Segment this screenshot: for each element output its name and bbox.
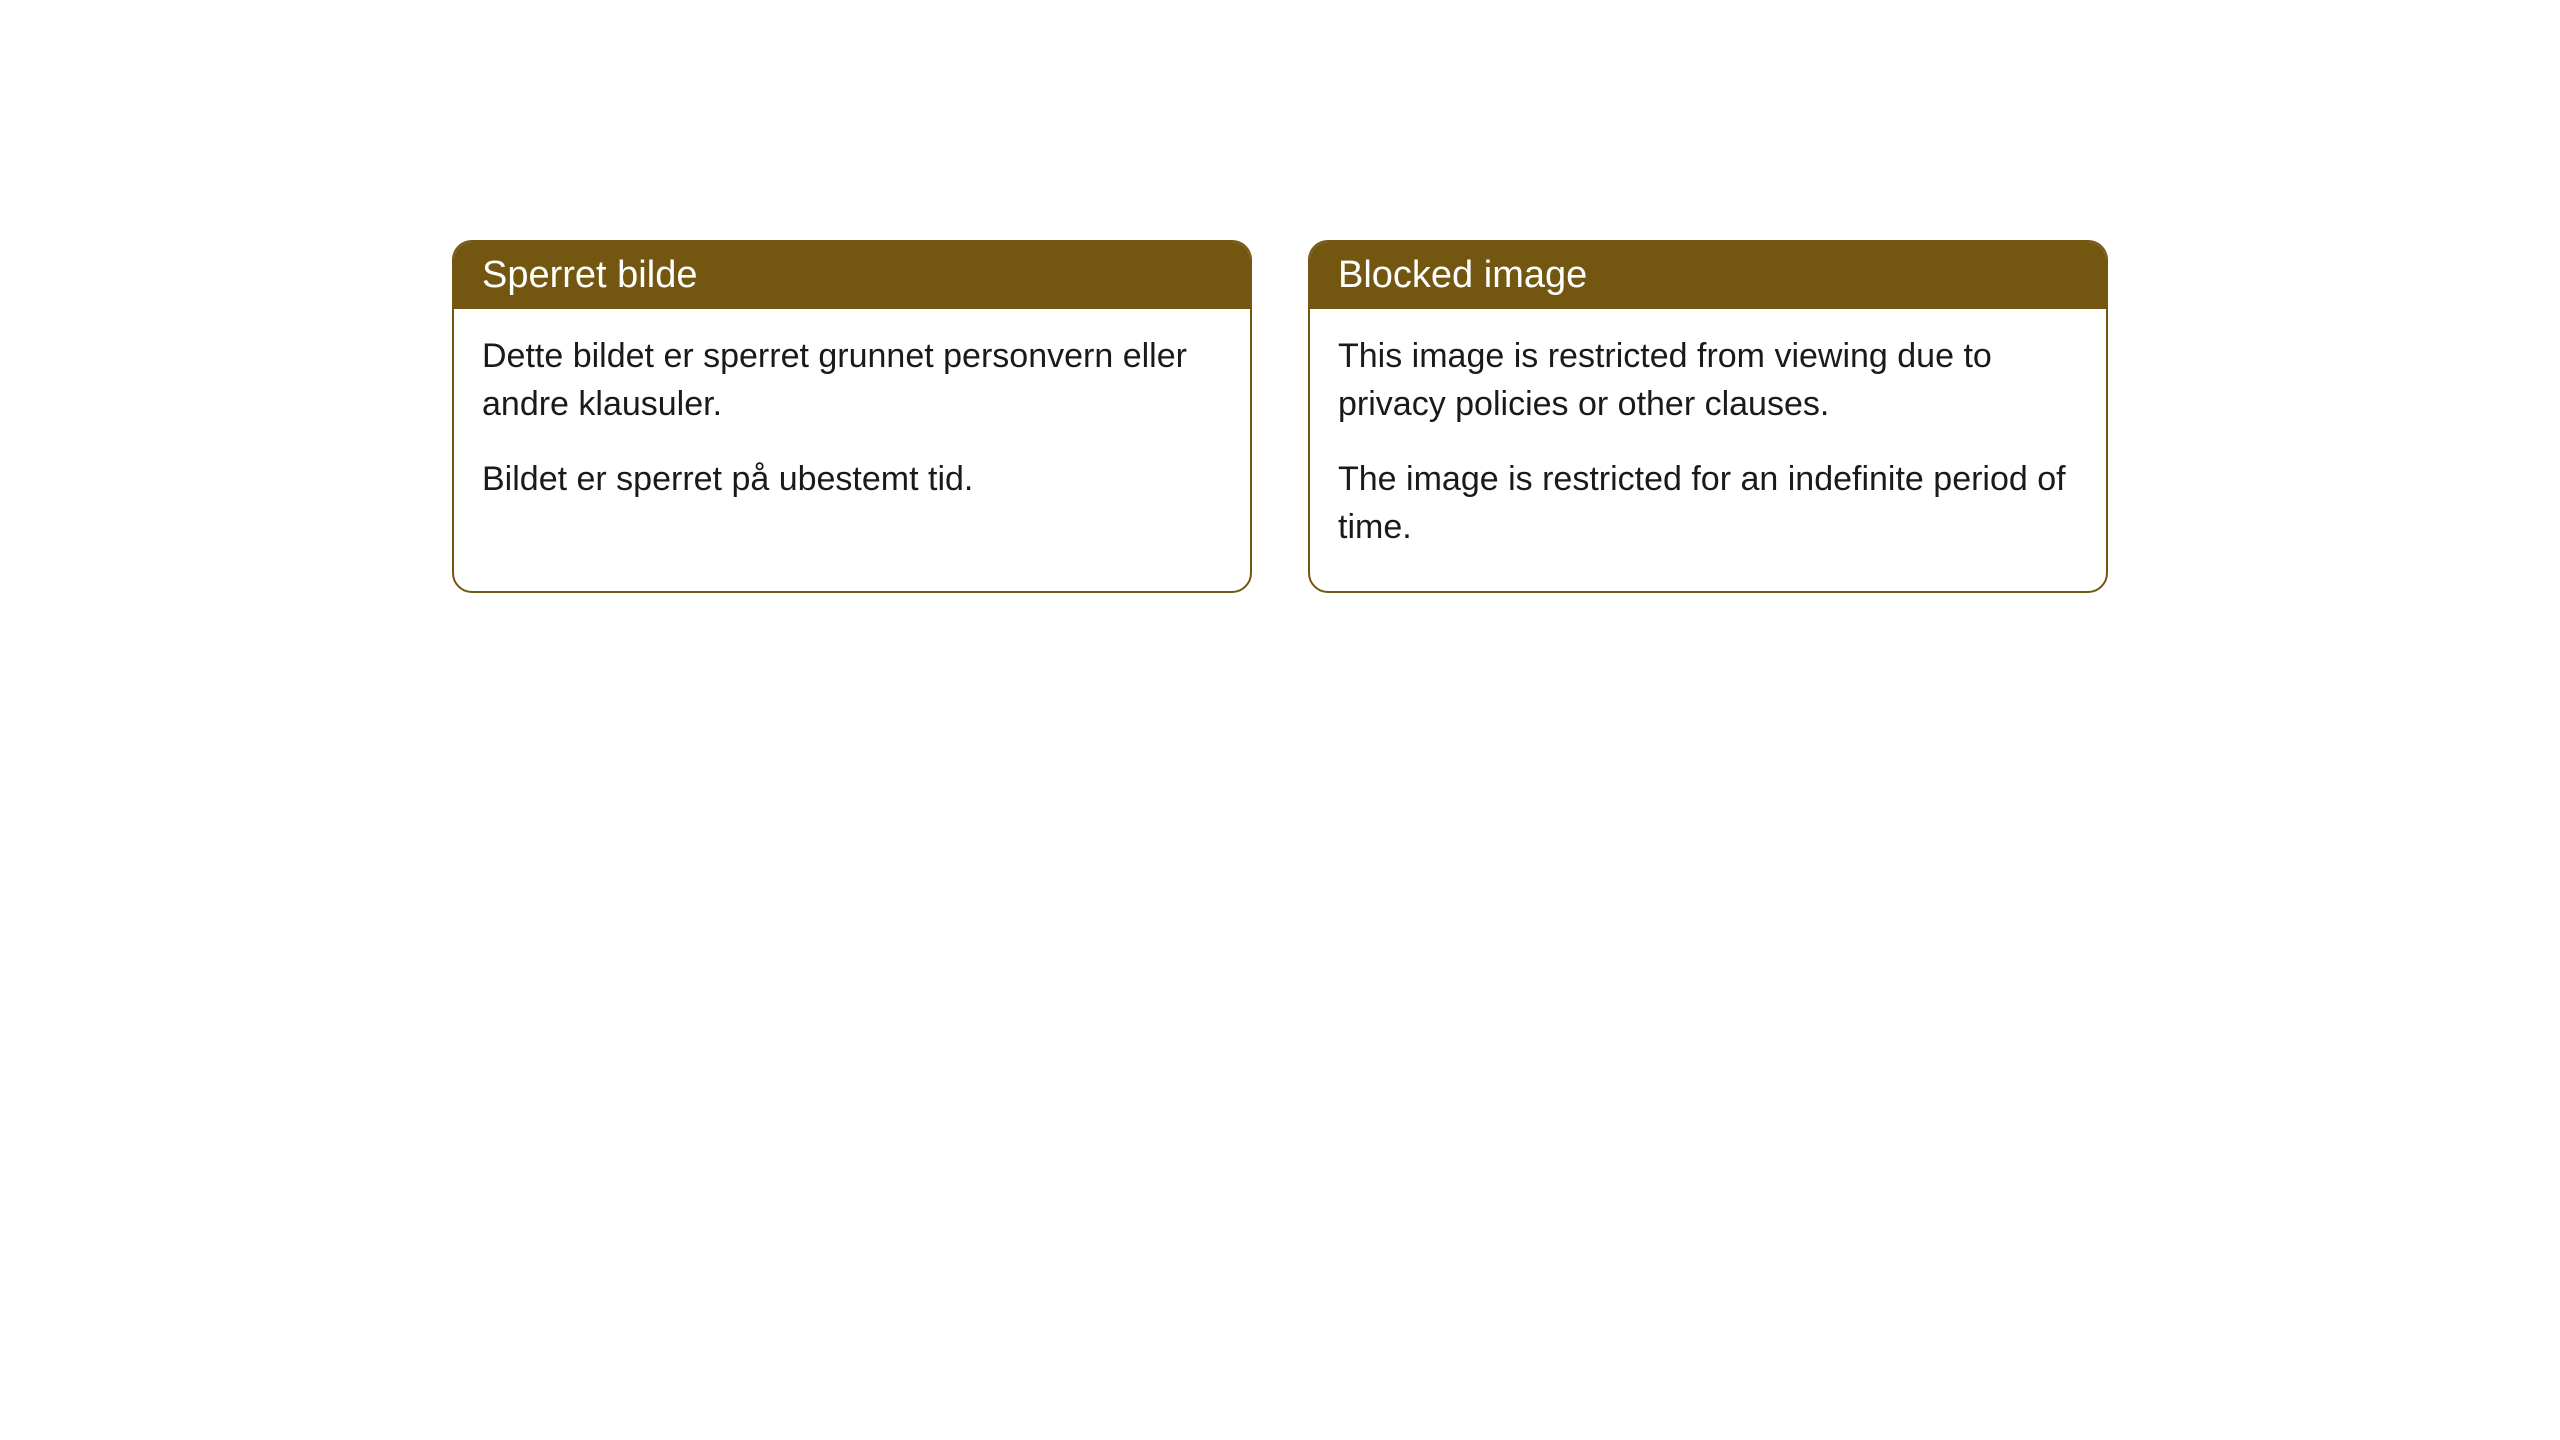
card-paragraph: This image is restricted from viewing du… — [1338, 333, 2078, 428]
notice-container: Sperret bilde Dette bildet er sperret gr… — [0, 240, 2560, 593]
card-body: This image is restricted from viewing du… — [1310, 309, 2106, 591]
card-paragraph: The image is restricted for an indefinit… — [1338, 456, 2078, 551]
card-header: Blocked image — [1310, 242, 2106, 309]
card-title: Sperret bilde — [482, 254, 697, 296]
card-body: Dette bildet er sperret grunnet personve… — [454, 309, 1250, 544]
card-title: Blocked image — [1338, 254, 1587, 296]
notice-card-english: Blocked image This image is restricted f… — [1308, 240, 2108, 593]
notice-card-norwegian: Sperret bilde Dette bildet er sperret gr… — [452, 240, 1252, 593]
card-header: Sperret bilde — [454, 242, 1250, 309]
card-paragraph: Bildet er sperret på ubestemt tid. — [482, 456, 1222, 504]
card-paragraph: Dette bildet er sperret grunnet personve… — [482, 333, 1222, 428]
